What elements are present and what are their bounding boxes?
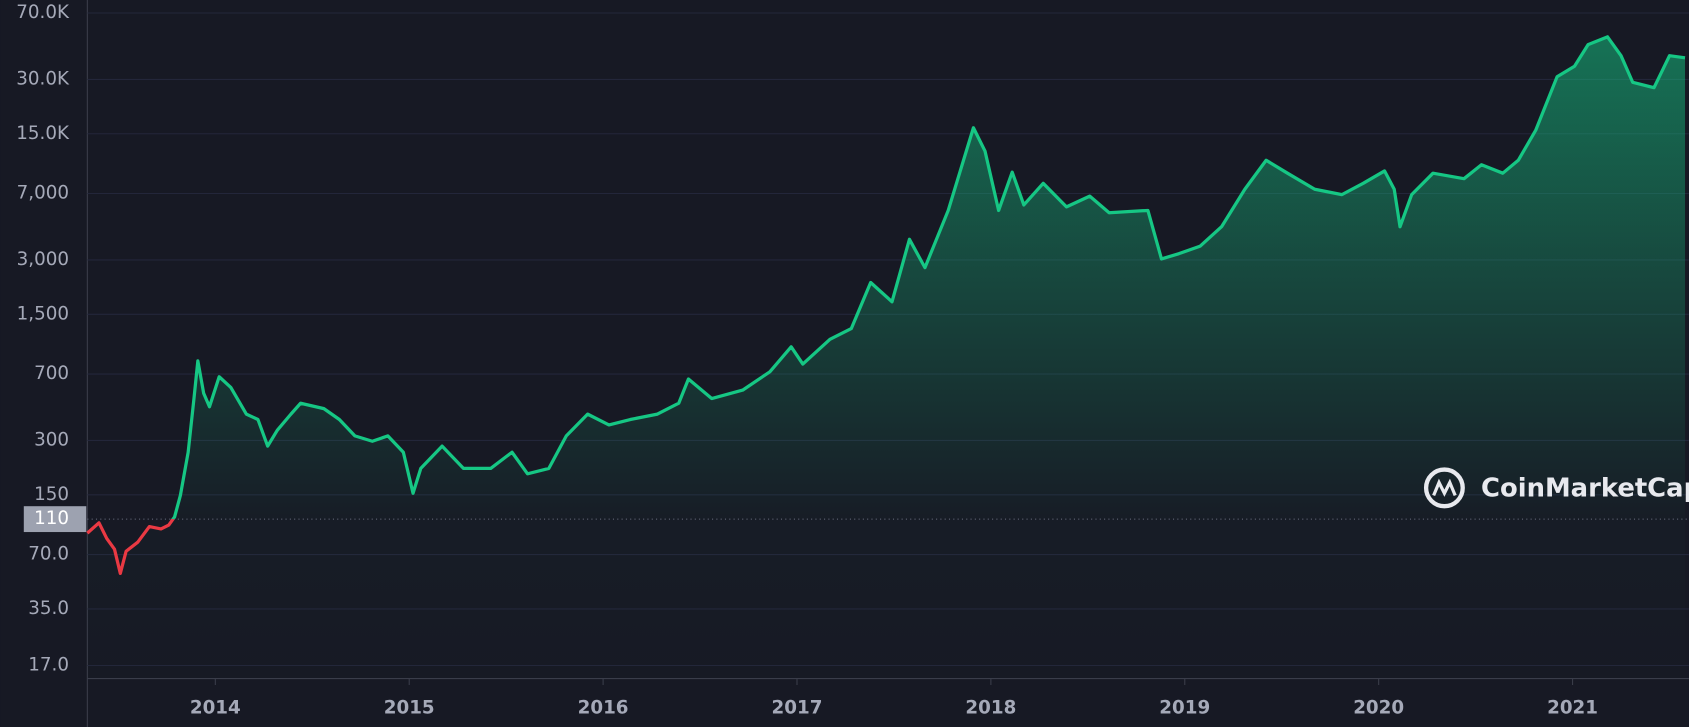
price-area xyxy=(87,36,1686,679)
watermark: CoinMarketCap xyxy=(1423,467,1689,509)
price-line xyxy=(86,35,1686,576)
reference-label: 110 xyxy=(34,508,69,529)
watermark-logo-mark xyxy=(1432,478,1457,497)
x-tick-label: 2019 xyxy=(1159,698,1210,719)
y-tick-label: 70.0 xyxy=(28,544,69,565)
y-tick-label: 7,000 xyxy=(17,183,69,204)
watermark-logo xyxy=(1423,467,1465,509)
x-tick-label: 2015 xyxy=(384,698,435,719)
y-tick-label: 30.0K xyxy=(16,68,70,89)
x-tick-label: 2016 xyxy=(578,698,629,719)
x-tick-label: 2017 xyxy=(772,698,823,719)
y-tick-label: 70.0K xyxy=(16,2,70,23)
y-tick-label: 300 xyxy=(34,429,69,450)
x-tick-label: 2021 xyxy=(1547,698,1598,719)
y-tick-label: 17.0 xyxy=(28,655,69,676)
y-tick-label: 35.0 xyxy=(28,598,69,619)
y-tick-label: 700 xyxy=(34,363,69,384)
x-tick-label: 2014 xyxy=(190,698,241,719)
y-tick-label: 150 xyxy=(34,484,69,505)
y-tick-label: 15.0K xyxy=(16,123,70,144)
x-tick-label: 2020 xyxy=(1353,698,1404,719)
reference-label-box xyxy=(23,506,87,533)
x-tick-label: 2018 xyxy=(965,698,1016,719)
watermark-text: CoinMarketCap xyxy=(1481,473,1689,503)
y-tick-label: 1,500 xyxy=(17,303,69,324)
y-tick-label: 3,000 xyxy=(17,249,69,270)
